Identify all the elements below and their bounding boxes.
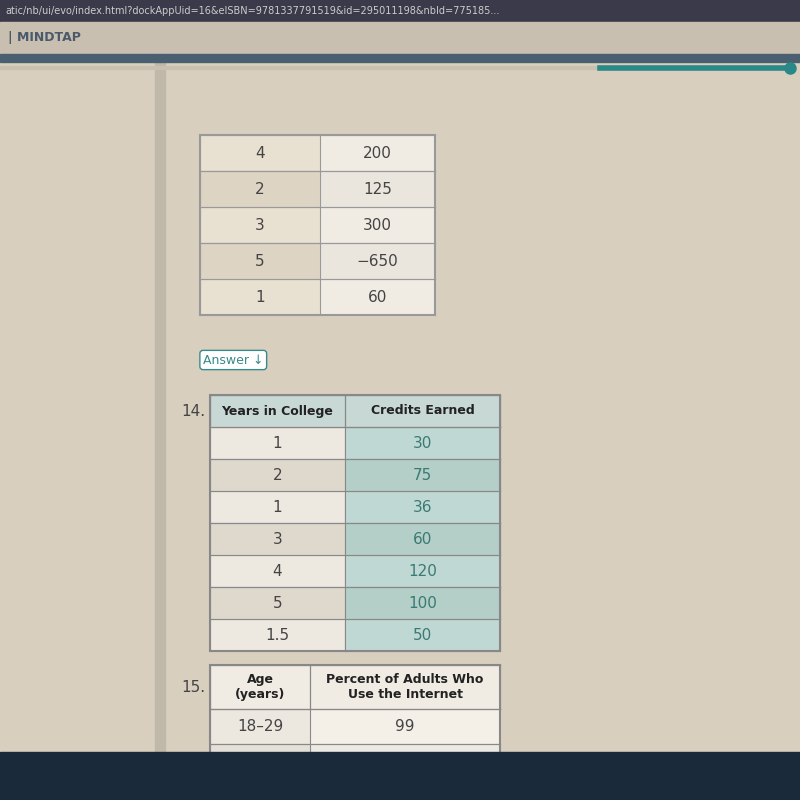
Text: 36: 36 bbox=[413, 499, 432, 514]
Bar bbox=[310, 709, 500, 744]
Text: 5: 5 bbox=[273, 595, 282, 610]
Text: 5: 5 bbox=[255, 254, 265, 269]
Bar bbox=[155, 62, 165, 800]
Text: 60: 60 bbox=[413, 531, 432, 546]
Bar bbox=[210, 619, 345, 651]
Bar bbox=[345, 523, 500, 555]
Text: 15.: 15. bbox=[181, 679, 205, 694]
Bar bbox=[210, 395, 500, 651]
Text: 99: 99 bbox=[395, 719, 414, 734]
Bar bbox=[345, 395, 500, 427]
Bar bbox=[345, 491, 500, 523]
Text: 14.: 14. bbox=[181, 403, 205, 418]
Bar bbox=[210, 523, 345, 555]
Text: Answer ↓: Answer ↓ bbox=[203, 354, 263, 366]
Bar bbox=[200, 207, 320, 243]
Text: 30–49: 30–49 bbox=[237, 754, 283, 769]
Text: 1: 1 bbox=[273, 499, 282, 514]
Text: | MINDTAP: | MINDTAP bbox=[8, 31, 81, 45]
Text: 50: 50 bbox=[413, 627, 432, 642]
Text: 120: 120 bbox=[408, 563, 437, 578]
Text: Percent of Adults Who
Use the Internet: Percent of Adults Who Use the Internet bbox=[326, 673, 484, 701]
Bar bbox=[345, 459, 500, 491]
Bar bbox=[210, 665, 310, 709]
Bar bbox=[345, 619, 500, 651]
Text: 200: 200 bbox=[363, 146, 392, 161]
Text: 300: 300 bbox=[363, 218, 392, 233]
Bar bbox=[320, 135, 435, 171]
Bar bbox=[0, 0, 800, 22]
Bar bbox=[310, 744, 500, 779]
Text: 4: 4 bbox=[255, 146, 265, 161]
Text: 3: 3 bbox=[273, 531, 282, 546]
Text: 18–29: 18–29 bbox=[237, 719, 283, 734]
Bar bbox=[210, 744, 310, 779]
Text: atic/nb/ui/evo/index.html?dockAppUid=16&eISBN=9781337791519&id=295011198&nbId=77: atic/nb/ui/evo/index.html?dockAppUid=16&… bbox=[5, 6, 499, 16]
Text: 75: 75 bbox=[413, 467, 432, 482]
Bar bbox=[200, 279, 320, 315]
Text: Credits Earned: Credits Earned bbox=[370, 405, 474, 418]
Bar bbox=[210, 709, 310, 744]
Bar bbox=[320, 279, 435, 315]
Text: 60: 60 bbox=[368, 290, 387, 305]
Bar bbox=[0, 54, 800, 62]
Bar bbox=[320, 207, 435, 243]
Text: 30: 30 bbox=[413, 435, 432, 450]
Bar bbox=[345, 555, 500, 587]
Bar bbox=[200, 135, 435, 315]
Bar bbox=[0, 22, 800, 54]
Bar bbox=[210, 587, 345, 619]
Bar bbox=[210, 491, 345, 523]
Bar bbox=[320, 171, 435, 207]
Text: 2: 2 bbox=[273, 467, 282, 482]
Text: 1: 1 bbox=[255, 290, 265, 305]
Bar bbox=[320, 243, 435, 279]
Bar bbox=[200, 243, 320, 279]
Text: 96: 96 bbox=[395, 754, 414, 769]
Text: 1: 1 bbox=[273, 435, 282, 450]
Bar bbox=[200, 171, 320, 207]
Bar bbox=[210, 395, 345, 427]
Bar bbox=[0, 752, 800, 800]
Bar bbox=[345, 427, 500, 459]
Bar bbox=[200, 135, 320, 171]
Text: 4: 4 bbox=[273, 563, 282, 578]
Bar bbox=[210, 665, 500, 779]
Text: Years in College: Years in College bbox=[222, 405, 334, 418]
Text: −650: −650 bbox=[357, 254, 398, 269]
Bar bbox=[210, 459, 345, 491]
Text: Age
(years): Age (years) bbox=[235, 673, 285, 701]
Text: 2: 2 bbox=[255, 182, 265, 197]
Bar bbox=[310, 665, 500, 709]
Bar bbox=[210, 555, 345, 587]
Text: 100: 100 bbox=[408, 595, 437, 610]
Text: 125: 125 bbox=[363, 182, 392, 197]
Bar bbox=[345, 587, 500, 619]
Text: 3: 3 bbox=[255, 218, 265, 233]
Bar bbox=[210, 427, 345, 459]
Text: 1.5: 1.5 bbox=[266, 627, 290, 642]
